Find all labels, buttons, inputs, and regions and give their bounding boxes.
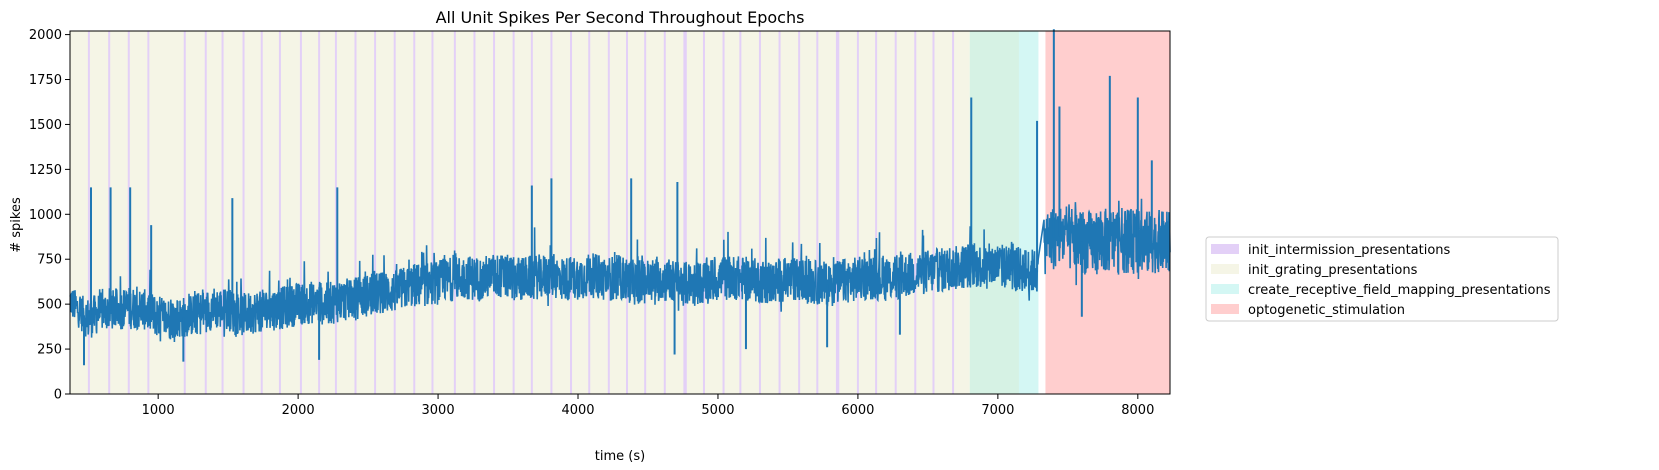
x-axis-title: time (s): [595, 449, 645, 464]
intermission-line: [684, 31, 687, 394]
legend-box: [1205, 236, 1559, 322]
x-tick-label: 8000: [1121, 403, 1154, 418]
intermission-line: [702, 31, 705, 394]
legend-swatch: [1211, 304, 1239, 314]
intermission-line: [914, 31, 917, 394]
intermission-line: [108, 31, 111, 394]
spike-trace: [69, 198, 1171, 343]
intermission-line: [570, 31, 573, 394]
intermission-line: [625, 31, 628, 394]
epoch-spans: [70, 31, 1170, 394]
legend-label: init_intermission_presentations: [1248, 243, 1451, 258]
legend-label: create_receptive_field_mapping_presentat…: [1248, 283, 1551, 298]
x-tick-label: 4000: [561, 403, 594, 418]
intermission-line: [221, 31, 224, 394]
intermission-line: [413, 31, 416, 394]
epoch-span-overlap: [969, 31, 1019, 394]
intermission-line: [431, 31, 434, 394]
intermission-line: [278, 31, 281, 394]
y-tick-label: 750: [37, 253, 62, 268]
plot-frame: [69, 30, 1171, 395]
intermission-line: [374, 31, 377, 394]
legend-swatch: [1211, 284, 1239, 294]
intermission-line: [473, 31, 476, 394]
intermission-line: [644, 31, 647, 394]
intermission-line: [894, 31, 897, 394]
intermission-line: [607, 31, 610, 394]
intermission-line: [588, 31, 591, 394]
intermission-line: [835, 31, 838, 394]
intermission-line: [147, 31, 150, 394]
intermission-line: [739, 31, 742, 394]
intermission-line: [875, 31, 878, 394]
intermission-line: [798, 31, 801, 394]
legend-label: optogenetic_stimulation: [1248, 303, 1405, 318]
intermission-line: [837, 31, 840, 394]
epoch-span-init-grating-presentations: [70, 31, 970, 394]
intermission-line: [354, 31, 357, 394]
intermission-line: [242, 31, 245, 394]
intermission-line: [856, 31, 859, 394]
x-tick-label: 7000: [981, 403, 1014, 418]
y-axis-title: # spikes: [9, 197, 24, 253]
intermission-lines: [87, 31, 955, 394]
y-tick-label: 500: [37, 298, 62, 313]
y-tick-label: 1250: [29, 163, 62, 178]
legend-label: init_grating_presentations: [1248, 263, 1418, 278]
intermission-line: [334, 31, 337, 394]
intermission-line: [204, 31, 207, 394]
x-tick-label: 3000: [422, 403, 455, 418]
y-tick-label: 0: [54, 388, 62, 403]
legend-swatch: [1211, 264, 1239, 274]
x-tick-label: 2000: [282, 403, 315, 418]
intermission-line: [299, 31, 302, 394]
intermission-line: [183, 31, 186, 394]
x-tick-label: 5000: [701, 403, 734, 418]
intermission-line: [512, 31, 515, 394]
y-axis: 0 250 500 750 1000 1250 1500 1750 2000: [29, 28, 70, 403]
intermission-line: [683, 31, 686, 394]
x-tick-label: 6000: [841, 403, 874, 418]
intermission-line: [453, 31, 456, 394]
legend-swatch: [1211, 244, 1239, 254]
intermission-line: [758, 31, 761, 394]
chart-title: All Unit Spikes Per Second Throughout Ep…: [436, 8, 805, 27]
intermission-line: [493, 31, 496, 394]
y-tick-label: 1000: [29, 208, 62, 223]
y-tick-label: 1750: [29, 73, 62, 88]
intermission-line: [393, 31, 396, 394]
spike-series: [69, 29, 1171, 366]
x-tick-label: 1000: [142, 403, 175, 418]
intermission-line: [816, 31, 819, 394]
x-axis: 1000 2000 3000 4000 5000 6000 7000 8000: [142, 394, 1154, 418]
intermission-line: [952, 31, 955, 394]
intermission-line: [932, 31, 935, 394]
intermission-line: [87, 31, 90, 394]
legend: init_intermission_presentations init_grat…: [1205, 236, 1559, 322]
y-tick-label: 2000: [29, 28, 62, 43]
y-tick-label: 250: [37, 343, 62, 358]
intermission-line: [663, 31, 666, 394]
intermission-line: [127, 31, 130, 394]
intermission-line: [778, 31, 781, 394]
intermission-line: [722, 31, 725, 394]
y-tick-label: 1500: [29, 118, 62, 133]
intermission-line: [260, 31, 263, 394]
intermission-line: [318, 31, 321, 394]
